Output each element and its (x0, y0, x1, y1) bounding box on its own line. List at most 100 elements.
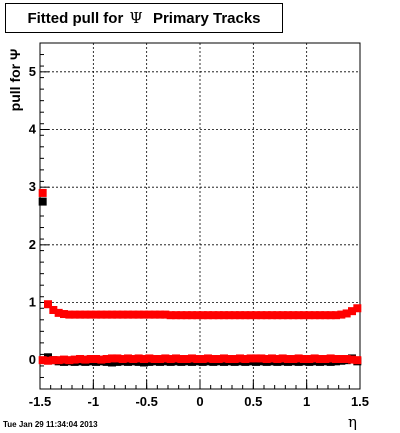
data-point (236, 311, 244, 320)
data-point (97, 310, 106, 319)
data-point (145, 354, 154, 363)
data-point (124, 354, 132, 363)
data-point (193, 311, 202, 320)
data-point (54, 356, 63, 365)
data-point (348, 355, 356, 364)
data-point (156, 310, 164, 319)
data-point (246, 311, 255, 320)
data-point (102, 355, 111, 364)
data-point (284, 355, 292, 364)
data-point (108, 358, 116, 367)
data-point (161, 354, 170, 363)
data-point (193, 355, 202, 364)
data-point (102, 310, 111, 319)
data-point (49, 356, 58, 365)
data-point (353, 356, 362, 365)
data-point (337, 310, 346, 319)
chart-title-prefix: Fitted pull for (27, 9, 128, 27)
data-point (230, 311, 239, 320)
chart-title-psi: Ψ (129, 9, 143, 27)
data-point (236, 354, 244, 363)
y-tick-label: 5 (29, 64, 36, 79)
data-point (134, 354, 143, 363)
data-point (113, 354, 122, 363)
data-point (177, 355, 186, 364)
data-point (294, 354, 303, 363)
data-point (305, 311, 314, 320)
data-point (289, 355, 298, 364)
data-point (113, 310, 122, 319)
data-point (76, 310, 84, 319)
data-point (145, 310, 154, 319)
data-point (209, 311, 218, 320)
data-point (182, 355, 191, 364)
x-tick-label: -1 (88, 394, 100, 409)
data-point (65, 356, 74, 365)
data-point (257, 354, 266, 363)
data-point (310, 354, 319, 363)
data-point (273, 311, 282, 320)
data-point (65, 310, 74, 319)
data-point (262, 311, 271, 320)
data-point (188, 354, 196, 363)
data-point (332, 311, 340, 320)
data-point (326, 311, 335, 320)
data-point (198, 355, 207, 364)
data-point (241, 311, 250, 320)
chart-title-suffix: Primary Tracks (144, 9, 261, 27)
data-point (86, 355, 95, 364)
data-point (129, 310, 138, 319)
x-tick-label: -0.5 (135, 394, 157, 409)
data-point (108, 310, 116, 319)
data-point (262, 355, 271, 364)
data-point (60, 355, 68, 364)
data-point (38, 356, 47, 365)
data-point (140, 310, 148, 319)
data-point (337, 355, 346, 364)
data-point (129, 355, 138, 364)
x-axis-label: η (348, 413, 357, 431)
data-point (300, 355, 308, 364)
data-point (332, 355, 340, 364)
data-point (225, 311, 234, 320)
data-point (150, 310, 159, 319)
data-point (172, 311, 180, 320)
data-point (225, 355, 234, 364)
data-point (38, 197, 47, 206)
data-point (188, 311, 196, 320)
data-point (252, 354, 260, 363)
data-point (54, 308, 63, 317)
data-point (214, 355, 223, 364)
data-point (230, 355, 239, 364)
data-point (305, 355, 314, 364)
data-point (177, 311, 186, 320)
x-tick-label: 1 (303, 394, 310, 409)
y-tick-label: 4 (29, 122, 37, 137)
data-point (81, 310, 90, 319)
data-point (166, 311, 175, 320)
y-tick-label: 2 (29, 237, 36, 252)
data-point (294, 311, 303, 320)
data-point (118, 310, 127, 319)
data-point (214, 311, 223, 320)
data-point (278, 354, 287, 363)
data-point (268, 311, 276, 320)
data-point (166, 355, 175, 364)
data-point (108, 354, 116, 363)
chart-title: Fitted pull for Ψ Primary Tracks (5, 3, 283, 33)
data-point (204, 311, 212, 320)
data-point (140, 355, 148, 364)
data-point (257, 311, 266, 320)
y-tick-label: 0 (29, 352, 36, 367)
data-point (220, 354, 228, 363)
data-point (118, 355, 127, 364)
data-point (124, 310, 132, 319)
data-point (44, 300, 52, 309)
data-point (134, 310, 143, 319)
data-point (97, 355, 106, 364)
data-point (300, 311, 308, 320)
data-point (60, 310, 68, 319)
data-point (86, 310, 95, 319)
data-point (241, 355, 250, 364)
